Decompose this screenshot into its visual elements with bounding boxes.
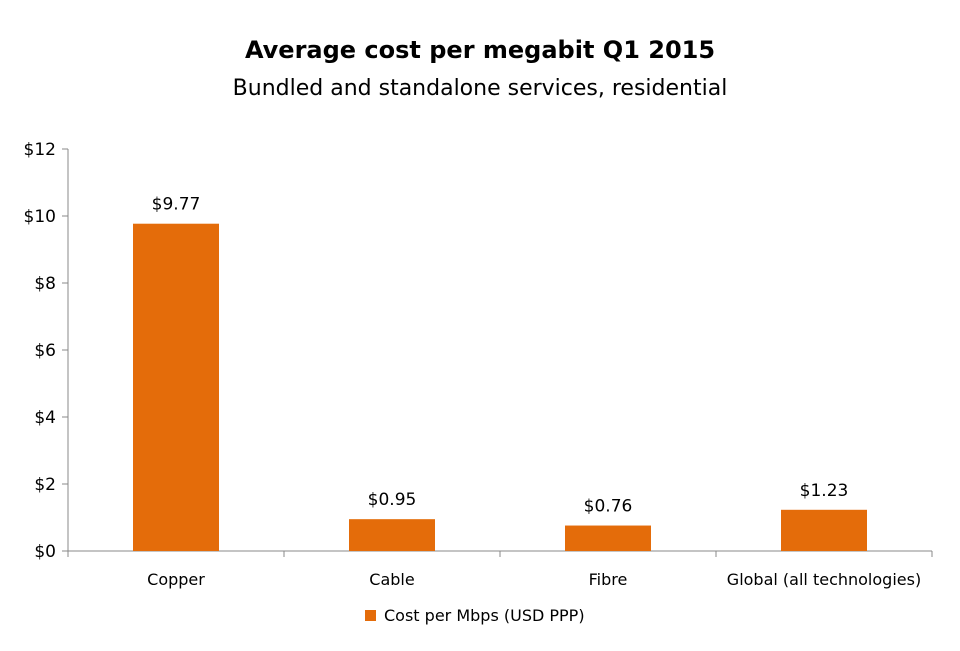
- x-tick-label: Cable: [369, 570, 414, 589]
- y-tick-label: $12: [24, 140, 56, 160]
- data-label: $1.23: [800, 481, 849, 501]
- y-tick-label: $10: [24, 207, 56, 227]
- y-tick-label: $6: [34, 341, 56, 361]
- chart-subtitle: Bundled and standalone services, residen…: [232, 76, 728, 101]
- data-label: $0.76: [584, 497, 633, 517]
- x-tick-label: Copper: [147, 570, 205, 589]
- y-tick-label: $4: [34, 408, 56, 428]
- bar-fibre: [565, 525, 651, 551]
- bar-cable: [349, 519, 435, 551]
- y-tick-label: $2: [34, 475, 56, 495]
- legend: Cost per Mbps (USD PPP): [365, 606, 585, 625]
- x-tick-label: Global (all technologies): [727, 570, 921, 589]
- bar-global-all-technologies-: [781, 509, 867, 551]
- x-tick-label: Fibre: [589, 570, 628, 589]
- y-tick-label: $0: [34, 542, 56, 562]
- bar-copper: [133, 223, 219, 551]
- data-label: $9.77: [152, 195, 201, 215]
- legend-swatch: [365, 610, 376, 621]
- y-tick-label: $8: [34, 274, 56, 294]
- legend-label: Cost per Mbps (USD PPP): [384, 606, 585, 625]
- data-label: $0.95: [368, 490, 417, 510]
- chart-title: Average cost per megabit Q1 2015: [244, 36, 716, 64]
